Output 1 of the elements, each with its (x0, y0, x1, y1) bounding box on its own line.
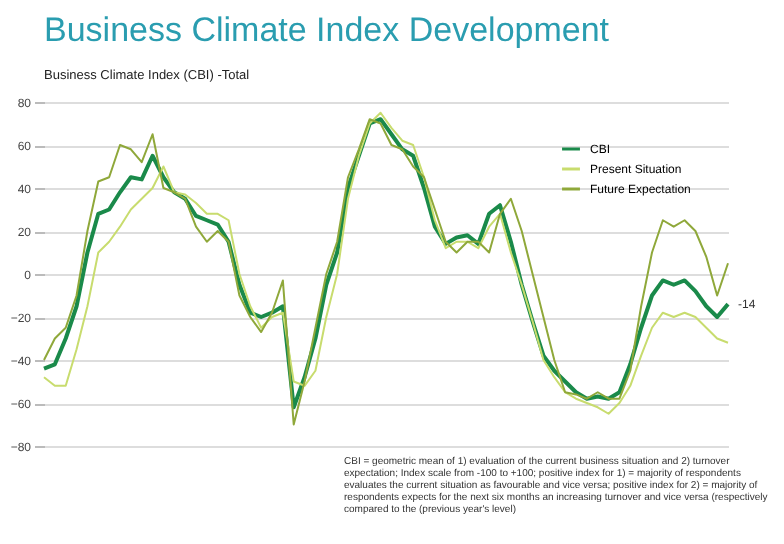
chart-title: Business Climate Index Development (44, 11, 610, 49)
